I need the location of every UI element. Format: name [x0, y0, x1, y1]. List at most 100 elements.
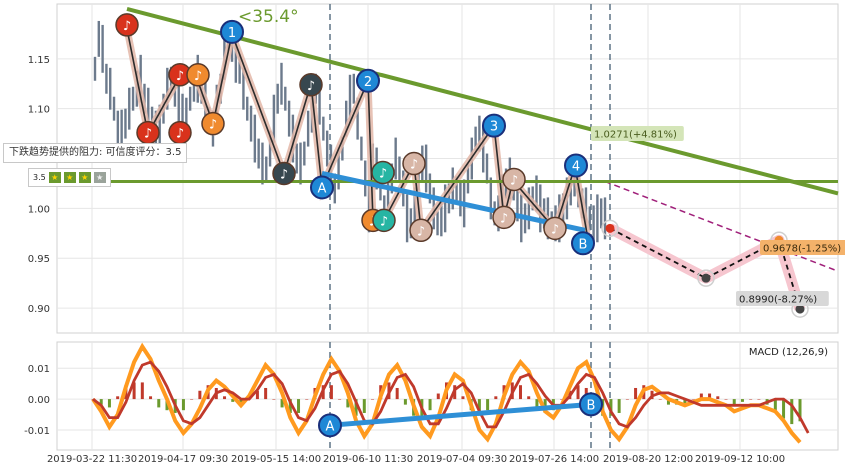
macd-histogram-bar [576, 385, 580, 400]
wave-point-label: 3 [490, 120, 498, 135]
macd-histogram-bar [297, 399, 301, 413]
projection-node-ring [601, 219, 619, 238]
macd-histogram-bar [346, 399, 350, 408]
x-tick-label: 2019-08-20 12:00 [603, 454, 693, 465]
price-label-box [760, 240, 845, 255]
macd-histogram-bar [658, 399, 662, 400]
note-marker-glyph: ♪ [307, 79, 315, 94]
macd-histogram-bar [239, 399, 243, 405]
note-marker-glyph: ♪ [380, 214, 388, 229]
x-tick-label: 2019-09-12 10:00 [695, 454, 785, 465]
note-marker-icon [543, 216, 567, 241]
price-y-tick-label: 1.10 [28, 105, 50, 116]
macd-histogram-bar [190, 399, 194, 400]
note-marker-icon [502, 167, 526, 192]
macd-line [91, 342, 802, 444]
macd-histogram-bar [99, 399, 103, 405]
macd-histogram-bar [198, 390, 202, 400]
projection-node [605, 223, 615, 233]
macd-histogram-bar [255, 390, 259, 400]
price-y-tick-label: 0.95 [28, 254, 50, 265]
macd-histogram-bar [329, 385, 333, 400]
note-marker-glyph: ♪ [176, 69, 184, 84]
wave-point-marker [564, 153, 588, 178]
price-label: 0.9678(-1.25%) [763, 244, 841, 255]
star-icon: ★ [63, 172, 76, 183]
confidence-rating: 3.5 ★ ★ ★ ★ [28, 168, 111, 187]
wave-point-label: 1 [228, 26, 236, 41]
macd-histogram-bar [699, 393, 703, 400]
macd-histogram-bar [617, 399, 621, 413]
macd-histogram-bar [107, 399, 111, 408]
macd-histogram-bar [625, 399, 629, 400]
projection-node [795, 304, 805, 314]
resistance-trendline [126, 7, 839, 196]
macd-histogram-bar [223, 396, 227, 400]
x-tick-label: 2019-04-17 09:30 [138, 454, 228, 465]
wave-point-marker [482, 113, 506, 138]
note-marker-glyph: ♪ [417, 224, 425, 239]
note-marker-glyph: ♪ [176, 127, 184, 142]
macd-histogram-bar [691, 399, 695, 400]
wave-point-label: 2 [364, 75, 372, 90]
note-marker-icon [492, 205, 516, 230]
price-label-box [591, 126, 684, 141]
price-panel [56, 3, 839, 334]
macd-histogram-bar [280, 399, 284, 408]
note-marker-glyph: ♪ [510, 173, 518, 188]
note-marker-icon [371, 160, 395, 185]
macd-histogram-bar [264, 387, 268, 400]
price-label: 0.8990(-8.27%) [739, 295, 817, 306]
macd-histogram-bar [535, 399, 539, 408]
macd-histogram-bar [354, 399, 358, 416]
macd-wave-point-label: B [587, 398, 596, 413]
resistance-tooltip: 下跌趋势提供的阻力: 可信度评分：3.5 [3, 143, 188, 163]
macd-histogram-bar [683, 399, 687, 405]
wave-point-label: B [579, 237, 588, 252]
projection-path [609, 227, 801, 310]
note-marker-glyph: ♪ [410, 158, 418, 173]
macd-histogram-bar [732, 399, 736, 405]
macd-histogram-bar [395, 387, 399, 400]
macd-histogram-bar [716, 396, 720, 400]
macd-histogram-bar [609, 399, 613, 416]
x-tick-label: 2019-07-26 14:00 [509, 454, 599, 465]
signal-line [92, 360, 810, 434]
macd-histogram-bar [428, 399, 432, 411]
macd-histogram-bar [757, 399, 761, 400]
note-marker-glyph: ♪ [123, 19, 131, 34]
rating-value: 3.5 [33, 173, 46, 182]
x-tick-label: 2019-06-10 11:30 [323, 454, 413, 465]
macd-histogram-bar [305, 399, 309, 400]
note-marker-icon [186, 63, 210, 87]
macd-histogram-bar [157, 399, 161, 408]
macd-histogram-bar [634, 387, 638, 400]
macd-histogram-bar [740, 399, 744, 402]
macd-support-trendline [329, 401, 592, 428]
note-marker-glyph: ♪ [379, 166, 387, 181]
note-marker-glyph: ♪ [500, 211, 508, 226]
macd-wave-point-marker [579, 392, 603, 417]
macd-histogram-bar [140, 382, 144, 400]
macd-y-tick-label: -0.01 [24, 426, 50, 437]
macd-histogram-bar [749, 399, 753, 400]
macd-histogram-bar [790, 399, 794, 425]
note-marker-icon [201, 111, 225, 136]
note-marker-icon [409, 218, 433, 243]
angle-label: <35.4° [238, 7, 299, 27]
macd-histogram-bar [149, 396, 153, 400]
macd-histogram-bar [666, 399, 670, 405]
note-marker-icon [402, 151, 426, 176]
macd-histogram-bar [724, 399, 728, 400]
note-marker-icon [299, 73, 323, 97]
macd-histogram-bar [132, 382, 136, 400]
macd-histogram-bar [560, 399, 564, 400]
note-marker-glyph: ♪ [194, 69, 202, 84]
macd-histogram-bar [486, 399, 490, 411]
wave-point-marker [220, 19, 244, 44]
x-tick-label: 2019-07-04 09:30 [417, 454, 507, 465]
price-label-box [736, 291, 829, 306]
note-marker-icon [272, 161, 296, 186]
macd-histogram-bar [527, 396, 531, 400]
wave-point-marker [571, 231, 595, 256]
